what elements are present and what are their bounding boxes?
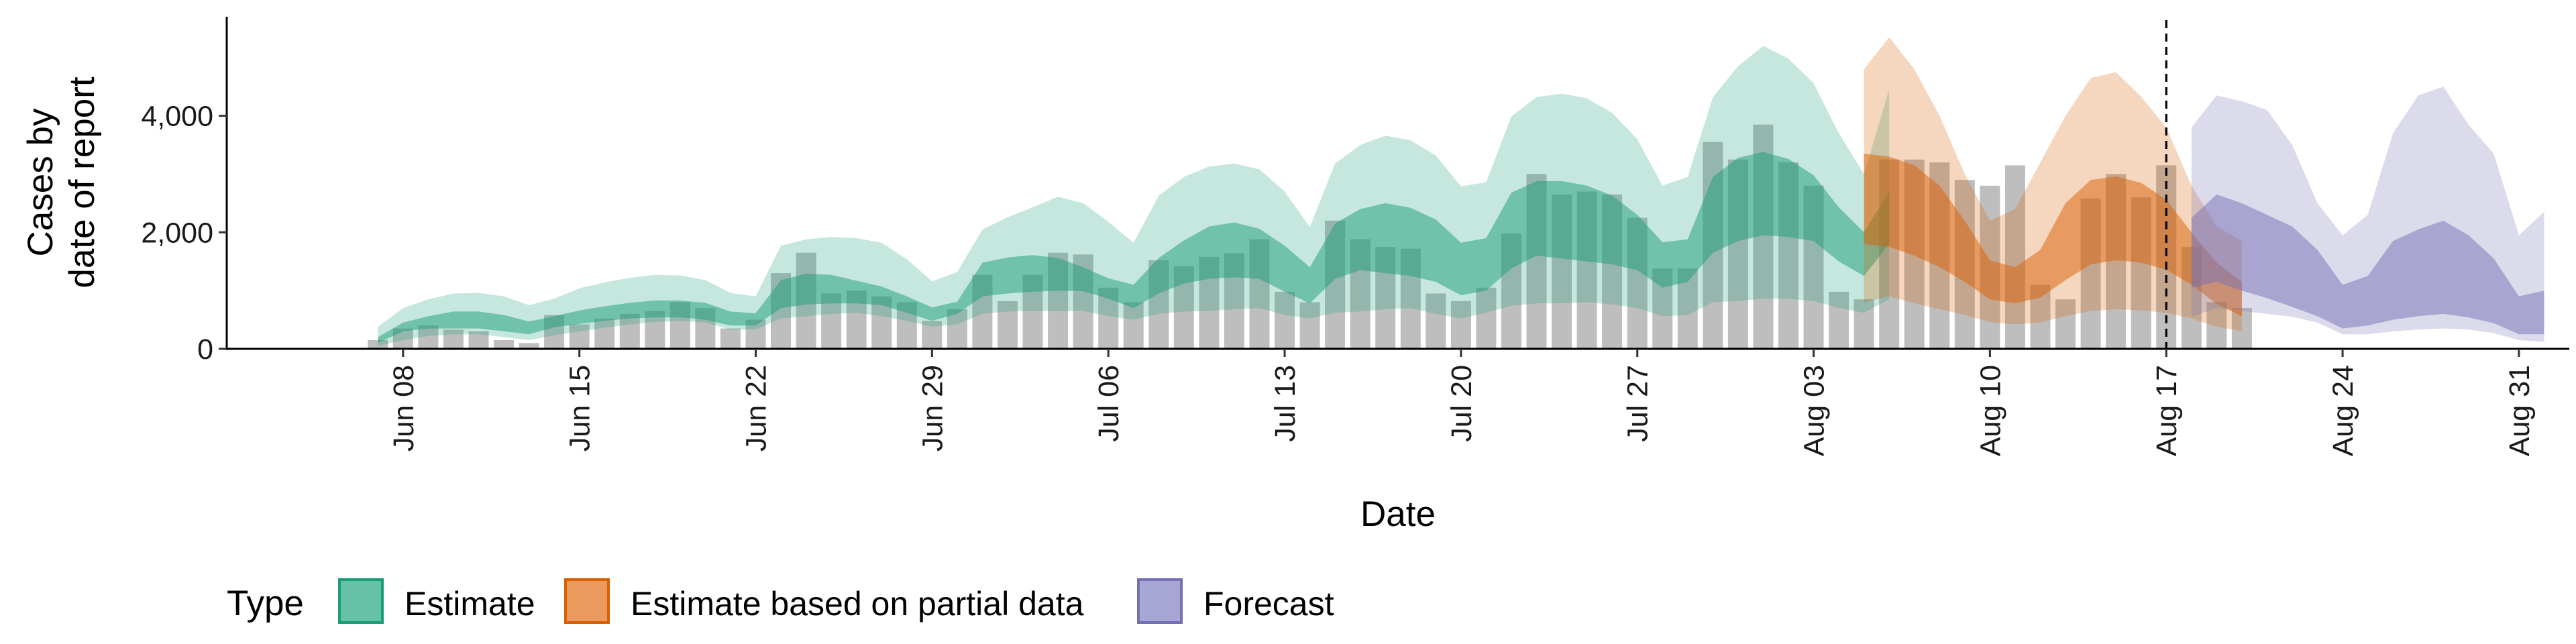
estimate-ribbons: [378, 37, 2544, 346]
x-tick-label: Jun 15: [564, 365, 596, 451]
x-tick-label: Jul 27: [1622, 365, 1654, 442]
reported-cases-bar: [468, 331, 489, 349]
x-tick-label: Jun 22: [741, 365, 773, 451]
x-tick-label: Jul 20: [1446, 365, 1478, 442]
reported-cases-bar: [1829, 291, 1849, 349]
x-tick-label: Jul 13: [1269, 365, 1301, 442]
x-tick-label: Jun 08: [388, 365, 420, 451]
y-axis-title-line-2: date of report: [62, 76, 102, 288]
reported-cases-bar: [2055, 299, 2076, 349]
y-axis-title-line-1: Cases by: [21, 108, 60, 256]
legend-entry-label: Estimate: [405, 585, 535, 623]
reported-cases-bar: [443, 329, 464, 349]
x-tick-label: Aug 24: [2327, 365, 2359, 456]
estimate-ribbon-inner: [378, 152, 1890, 343]
x-axis-title: Date: [1360, 494, 1436, 534]
axes: 0 2,000 4,000 Jun 08 Jun 15 Jun 22 Jun 29 Jul 0…: [21, 17, 2569, 534]
reported-cases-bar: [1299, 302, 1320, 349]
legend: Type Estimate Estimate based on partial da…: [227, 578, 1334, 624]
x-tick-label: Aug 31: [2504, 365, 2536, 456]
reported-cases-bar: [1123, 302, 1144, 349]
legend-entry-label: Estimate based on partial data: [631, 585, 1084, 623]
y-tick-label: 4,000: [141, 101, 213, 133]
legend-title: Type: [227, 584, 304, 623]
reported-cases-bar: [2004, 165, 2025, 349]
legend-key: [338, 578, 384, 624]
reported-cases-bar: [922, 321, 943, 349]
reported-cases-bar: [519, 343, 539, 349]
x-tick-label: Aug 10: [1974, 365, 2006, 456]
reported-cases-bar: [368, 340, 388, 349]
reported-cases-bar: [594, 318, 615, 349]
reported-cases-bar: [720, 328, 741, 349]
reported-cases-bar: [1426, 293, 1446, 349]
reported-cases-bar: [1476, 287, 1497, 349]
estimate-ribbon-outer: [378, 46, 1890, 346]
x-tick-label: Aug 03: [1799, 365, 1831, 456]
x-tick-label: Jul 06: [1093, 365, 1125, 442]
legend-key: [1137, 578, 1183, 624]
reported-cases-bar: [947, 309, 967, 349]
legend-key: [564, 578, 610, 624]
reported-cases-bar: [1450, 301, 1471, 349]
forecast-ribbon-inner: [2191, 194, 2544, 335]
x-tick-label: Aug 17: [2151, 365, 2183, 456]
reported-cases-bar: [1275, 291, 1295, 349]
legend-entry-label: Forecast: [1203, 585, 1334, 623]
reported-cases-bar: [494, 340, 514, 349]
reported-cases-bar: [1854, 299, 1874, 349]
x-tick-label: Jun 29: [916, 365, 949, 451]
y-tick-label: 0: [197, 333, 213, 366]
y-tick-label: 2,000: [141, 217, 213, 249]
reported-cases-bar: [998, 301, 1018, 349]
estimate-based-on-partial-data-ribbon-inner: [1864, 154, 2242, 317]
reported-cases-bar: [2206, 302, 2227, 349]
reported-cases-bar: [569, 324, 590, 349]
reported-cases-bar: [418, 325, 439, 349]
reported-cases-bar: [619, 313, 640, 349]
